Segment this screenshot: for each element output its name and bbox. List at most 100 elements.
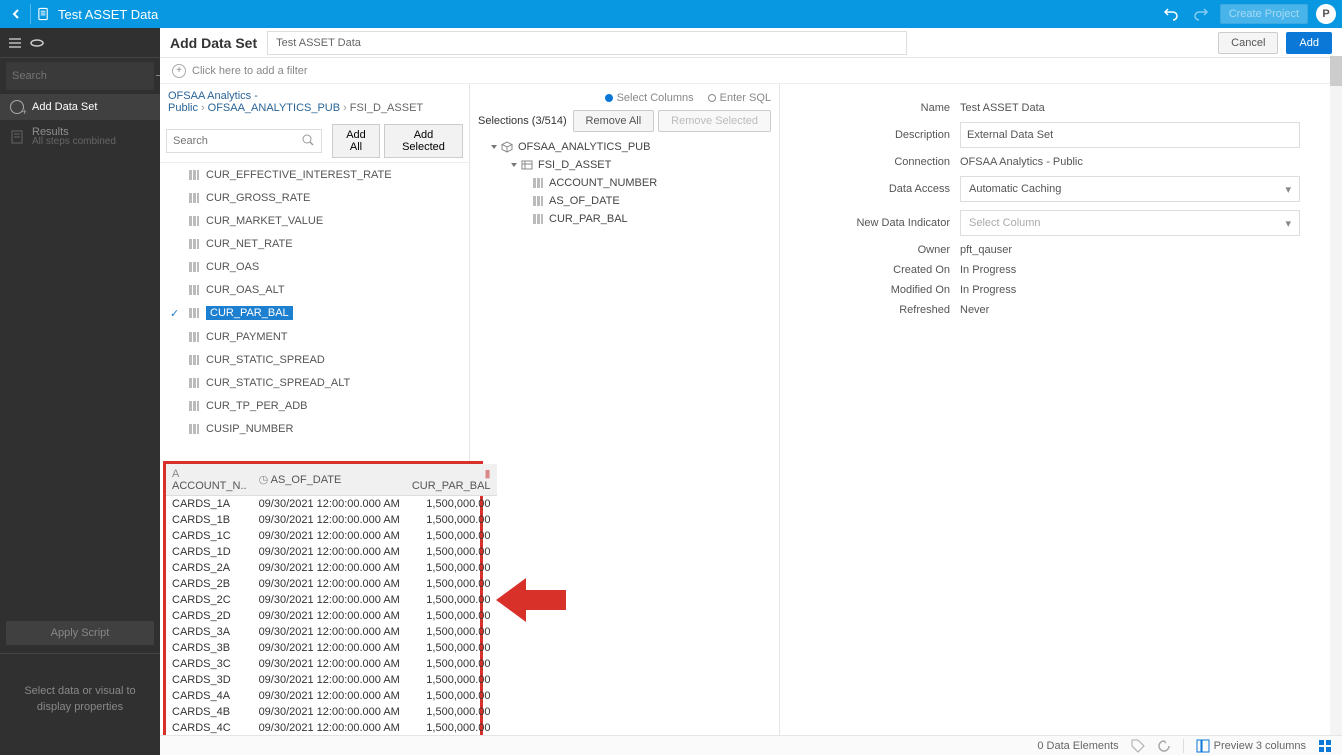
cancel-button[interactable]: Cancel: [1218, 32, 1278, 54]
input-description[interactable]: [960, 122, 1300, 148]
label-owner: Owner: [820, 244, 950, 256]
label-conn: Connection: [820, 156, 950, 168]
column-search-input[interactable]: [166, 129, 322, 153]
vertical-scrollbar[interactable]: [1330, 56, 1342, 735]
nav-add-data-set-label: Add Data Set: [32, 101, 97, 113]
selections-label: Selections (3/514): [478, 115, 567, 127]
nav-results[interactable]: Results All steps combined: [0, 120, 160, 153]
column-item[interactable]: ✓CUR_STATIC_SPREAD_ALT: [160, 371, 469, 394]
list-icon: [8, 36, 22, 50]
preview-row: CARDS_2C09/30/2021 12:00:00.000 AM1,500,…: [166, 592, 497, 608]
preview-row: CARDS_3D09/30/2021 12:00:00.000 AM1,500,…: [166, 672, 497, 688]
undo-button[interactable]: [1160, 3, 1182, 25]
label-access: Data Access: [820, 183, 950, 195]
left-sidebar: ＋ Add Data Set Results All steps combine…: [0, 28, 160, 755]
preview-col-2[interactable]: ◷ AS_OF_DATE: [253, 464, 406, 496]
sidebar-hint: Select data or visual to display propert…: [0, 684, 160, 715]
value-owner: pft_qauser: [960, 244, 1012, 256]
column-item[interactable]: ✓CUR_MARKET_VALUE: [160, 209, 469, 232]
oval-icon: [30, 36, 44, 50]
sidebar-search[interactable]: ＋: [6, 62, 154, 90]
nav-results-sub: All steps combined: [32, 136, 116, 147]
remove-all-button[interactable]: Remove All: [573, 110, 655, 132]
preview-row: CARDS_3B09/30/2021 12:00:00.000 AM1,500,…: [166, 640, 497, 656]
document-icon: [30, 4, 50, 24]
add-circle-icon: [10, 100, 24, 114]
sidebar-search-input[interactable]: [12, 70, 154, 82]
column-item[interactable]: ✓CUR_OAS_ALT: [160, 278, 469, 301]
column-item[interactable]: ✓CUR_PAR_BAL: [160, 301, 469, 325]
db-icon: [501, 141, 513, 153]
select-indicator[interactable]: Select Column▾: [960, 210, 1300, 236]
column-item[interactable]: ✓CUR_EFFECTIVE_INTEREST_RATE: [160, 163, 469, 186]
tree-leaf[interactable]: ACCOUNT_NUMBER: [478, 174, 771, 192]
add-filter-icon: +: [172, 64, 186, 78]
column-item[interactable]: ✓CUR_NET_RATE: [160, 232, 469, 255]
preview-col-1[interactable]: A ACCOUNT_N..: [166, 464, 253, 496]
breadcrumb-b[interactable]: OFSAA_ANALYTICS_PUB: [208, 102, 340, 114]
select-data-access[interactable]: Automatic Caching▾: [960, 176, 1300, 202]
label-desc: Description: [820, 129, 950, 141]
filter-hint: Click here to add a filter: [192, 65, 308, 77]
preview-row: CARDS_4B09/30/2021 12:00:00.000 AM1,500,…: [166, 704, 497, 720]
tag-icon[interactable]: [1131, 739, 1145, 753]
preview-col-3[interactable]: ▮ CUR_PAR_BAL: [406, 464, 497, 496]
create-project-button: Create Project: [1220, 4, 1308, 24]
preview-row: CARDS_2D09/30/2021 12:00:00.000 AM1,500,…: [166, 608, 497, 624]
app-header: Test ASSET Data Create Project P: [0, 0, 1342, 28]
add-all-button[interactable]: Add All: [332, 124, 380, 158]
callout-arrow-icon: [496, 578, 566, 625]
preview-row: CARDS_4C09/30/2021 12:00:00.000 AM1,500,…: [166, 720, 497, 736]
preview-row: CARDS_1A09/30/2021 12:00:00.000 AM1,500,…: [166, 496, 497, 513]
selection-tree: OFSAA_ANALYTICS_PUB FSI_D_ASSET ACCOUNT_…: [478, 138, 771, 228]
column-item[interactable]: ✓CUR_GROSS_RATE: [160, 186, 469, 209]
nav-add-data-set[interactable]: Add Data Set: [0, 94, 160, 120]
main-header: Add Data Set Cancel Add: [160, 28, 1342, 58]
redo-button[interactable]: [1190, 3, 1212, 25]
mode-row: Select Columns Enter SQL: [478, 90, 771, 110]
value-refreshed: Never: [960, 304, 989, 316]
back-button[interactable]: [6, 4, 26, 24]
label-created: Created On: [820, 264, 950, 276]
tree-leaf[interactable]: AS_OF_DATE: [478, 192, 771, 210]
label-indicator: New Data Indicator: [820, 217, 950, 229]
mode-select-columns[interactable]: Select Columns: [605, 92, 694, 104]
refresh-icon[interactable]: [1157, 739, 1171, 753]
label-modified: Modified On: [820, 284, 950, 296]
breadcrumb: OFSAA Analytics - Public›OFSAA_ANALYTICS…: [160, 84, 469, 120]
search-icon[interactable]: [302, 134, 314, 149]
preview-row: CARDS_3C09/30/2021 12:00:00.000 AM1,500,…: [166, 656, 497, 672]
chevron-down-icon: ▾: [1285, 217, 1291, 230]
data-preview: A ACCOUNT_N.. ◷ AS_OF_DATE ▮ CUR_PAR_BAL…: [163, 461, 483, 739]
main-heading: Add Data Set: [170, 35, 257, 51]
column-item[interactable]: ✓CUR_STATIC_SPREAD: [160, 348, 469, 371]
preview-row: CARDS_2A09/30/2021 12:00:00.000 AM1,500,…: [166, 560, 497, 576]
mode-enter-sql[interactable]: Enter SQL: [708, 92, 771, 104]
column-item[interactable]: ✓CUSIP_NUMBER: [160, 417, 469, 440]
preview-table: A ACCOUNT_N.. ◷ AS_OF_DATE ▮ CUR_PAR_BAL…: [166, 464, 497, 736]
filter-row[interactable]: + Click here to add a filter: [160, 58, 1342, 84]
dataset-name-input[interactable]: [267, 31, 907, 55]
add-selected-button[interactable]: Add Selected: [384, 124, 463, 158]
column-item[interactable]: ✓CUR_OAS: [160, 255, 469, 278]
status-preview[interactable]: Preview 3 columns: [1196, 739, 1306, 753]
value-name: Test ASSET Data: [960, 102, 1045, 114]
tree-root[interactable]: OFSAA_ANALYTICS_PUB: [478, 138, 771, 156]
column-item[interactable]: ✓CUR_PAYMENT: [160, 325, 469, 348]
results-icon: [10, 130, 24, 144]
page-title: Test ASSET Data: [58, 7, 158, 22]
value-created: In Progress: [960, 264, 1016, 276]
column-search-bar: Add All Add Selected: [160, 120, 469, 162]
add-button[interactable]: Add: [1286, 32, 1332, 54]
preview-row: CARDS_4A09/30/2021 12:00:00.000 AM1,500,…: [166, 688, 497, 704]
remove-selected-button: Remove Selected: [658, 110, 771, 132]
preview-row: CARDS_1D09/30/2021 12:00:00.000 AM1,500,…: [166, 544, 497, 560]
column-item[interactable]: ✓CUR_TP_PER_ADB: [160, 394, 469, 417]
tree-leaf[interactable]: CUR_PAR_BAL: [478, 210, 771, 228]
tree-table[interactable]: FSI_D_ASSET: [478, 156, 771, 174]
apply-script-button[interactable]: Apply Script: [6, 621, 154, 645]
grid-icon[interactable]: [1318, 739, 1332, 753]
user-avatar[interactable]: P: [1316, 4, 1336, 24]
chevron-down-icon: ▾: [1285, 183, 1291, 196]
table-icon: [521, 159, 533, 171]
